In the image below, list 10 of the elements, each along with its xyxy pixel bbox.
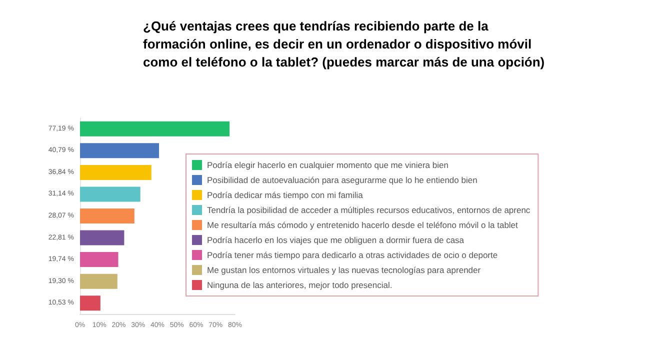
- legend-label: Podría dedicar más tiempo con mi familia: [207, 190, 364, 200]
- legend-label: Podría tener más tiempo para dedicarlo a otras actividades de ocio o deporte: [207, 250, 498, 260]
- legend-label: Posibilidad de autoevaluación para asegurarme que lo he entiendo bien: [207, 175, 478, 185]
- legend-label: Me resultaría más cómodo y entretenido hacerlo desde el teléfono móvil o la tablet: [207, 220, 519, 230]
- legend-label: Ninguna de las anteriores, mejor todo presencial.: [207, 280, 392, 290]
- legend-label: Podría hacerlo en los viajes que me obliguen a dormir fuera de casa: [207, 235, 464, 245]
- legend-label: Me gustan los entornos virtuales y las nuevas tecnologías para aprender: [207, 265, 481, 275]
- legend-label: Tendría la posibilidad de acceder a múltiples recursos educativos, entornos de aprenc: [207, 205, 531, 215]
- legend-label: Podría elegir hacerlo en cualquier momento que me viniera bien: [207, 160, 449, 170]
- text: ¿Qué ventajas crees que tendrías recibiendo parte de la formación online, es decir en un ordenador o dispositivo móvil como el teléfono o la tablet? (puedes marcar más de una opción): [143, 18, 545, 70]
